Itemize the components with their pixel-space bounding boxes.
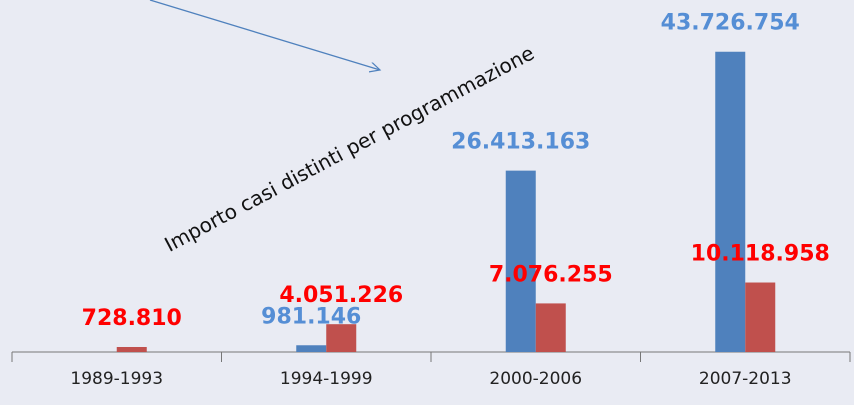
x-tick-label: 1994-1999: [280, 369, 373, 389]
data-label: 7.076.255: [489, 262, 613, 287]
bar: [535, 303, 566, 352]
x-tick-label: 2000-2006: [489, 369, 582, 389]
data-label: 10.118.958: [691, 242, 830, 267]
bar: [296, 345, 327, 352]
bar: [505, 170, 536, 352]
data-label: 728.810: [82, 306, 182, 331]
x-tick-label: 2007-2013: [699, 369, 792, 389]
x-tick-label: 1989-1993: [70, 369, 163, 389]
bar: [745, 282, 776, 352]
annotation-arrow: [149, 0, 380, 70]
data-label: 26.413.163: [451, 130, 590, 155]
bar: [715, 51, 746, 353]
data-label: 43.726.754: [661, 11, 800, 36]
data-label: 4.051.226: [279, 283, 403, 308]
bar: [326, 324, 357, 352]
bar: [116, 346, 147, 352]
